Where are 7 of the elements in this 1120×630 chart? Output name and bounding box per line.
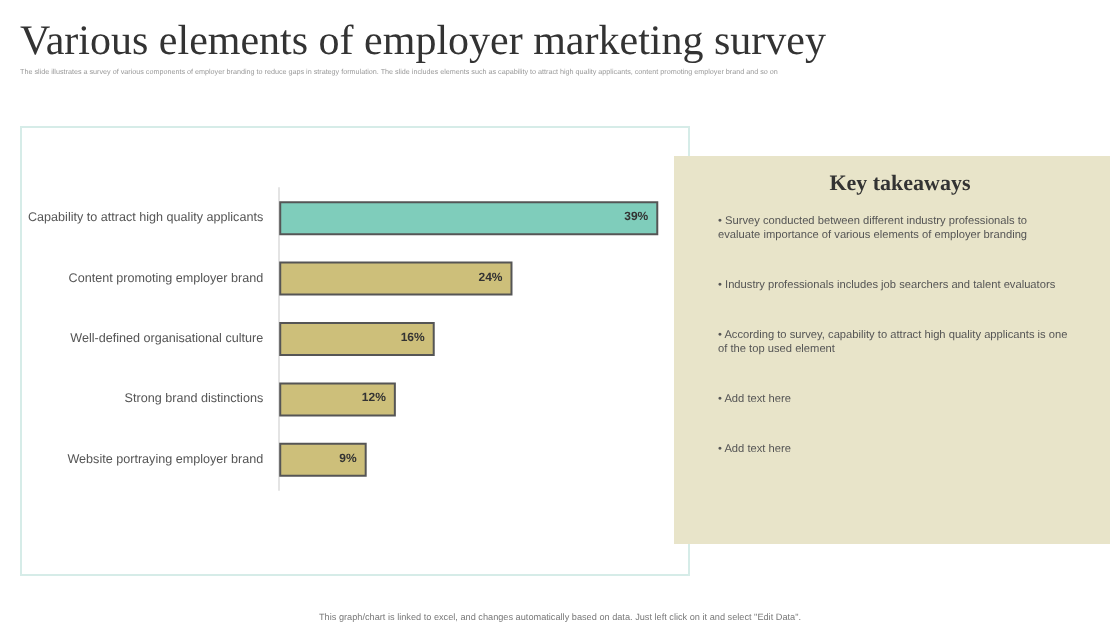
text: Key takeaways <box>827 172 973 196</box>
bar <box>279 382 396 417</box>
bar <box>279 322 435 356</box>
bar <box>279 201 659 236</box>
bar <box>279 261 513 296</box>
chart-title: Various elements of employer marketing survey <box>20 16 826 66</box>
bar <box>279 442 367 477</box>
